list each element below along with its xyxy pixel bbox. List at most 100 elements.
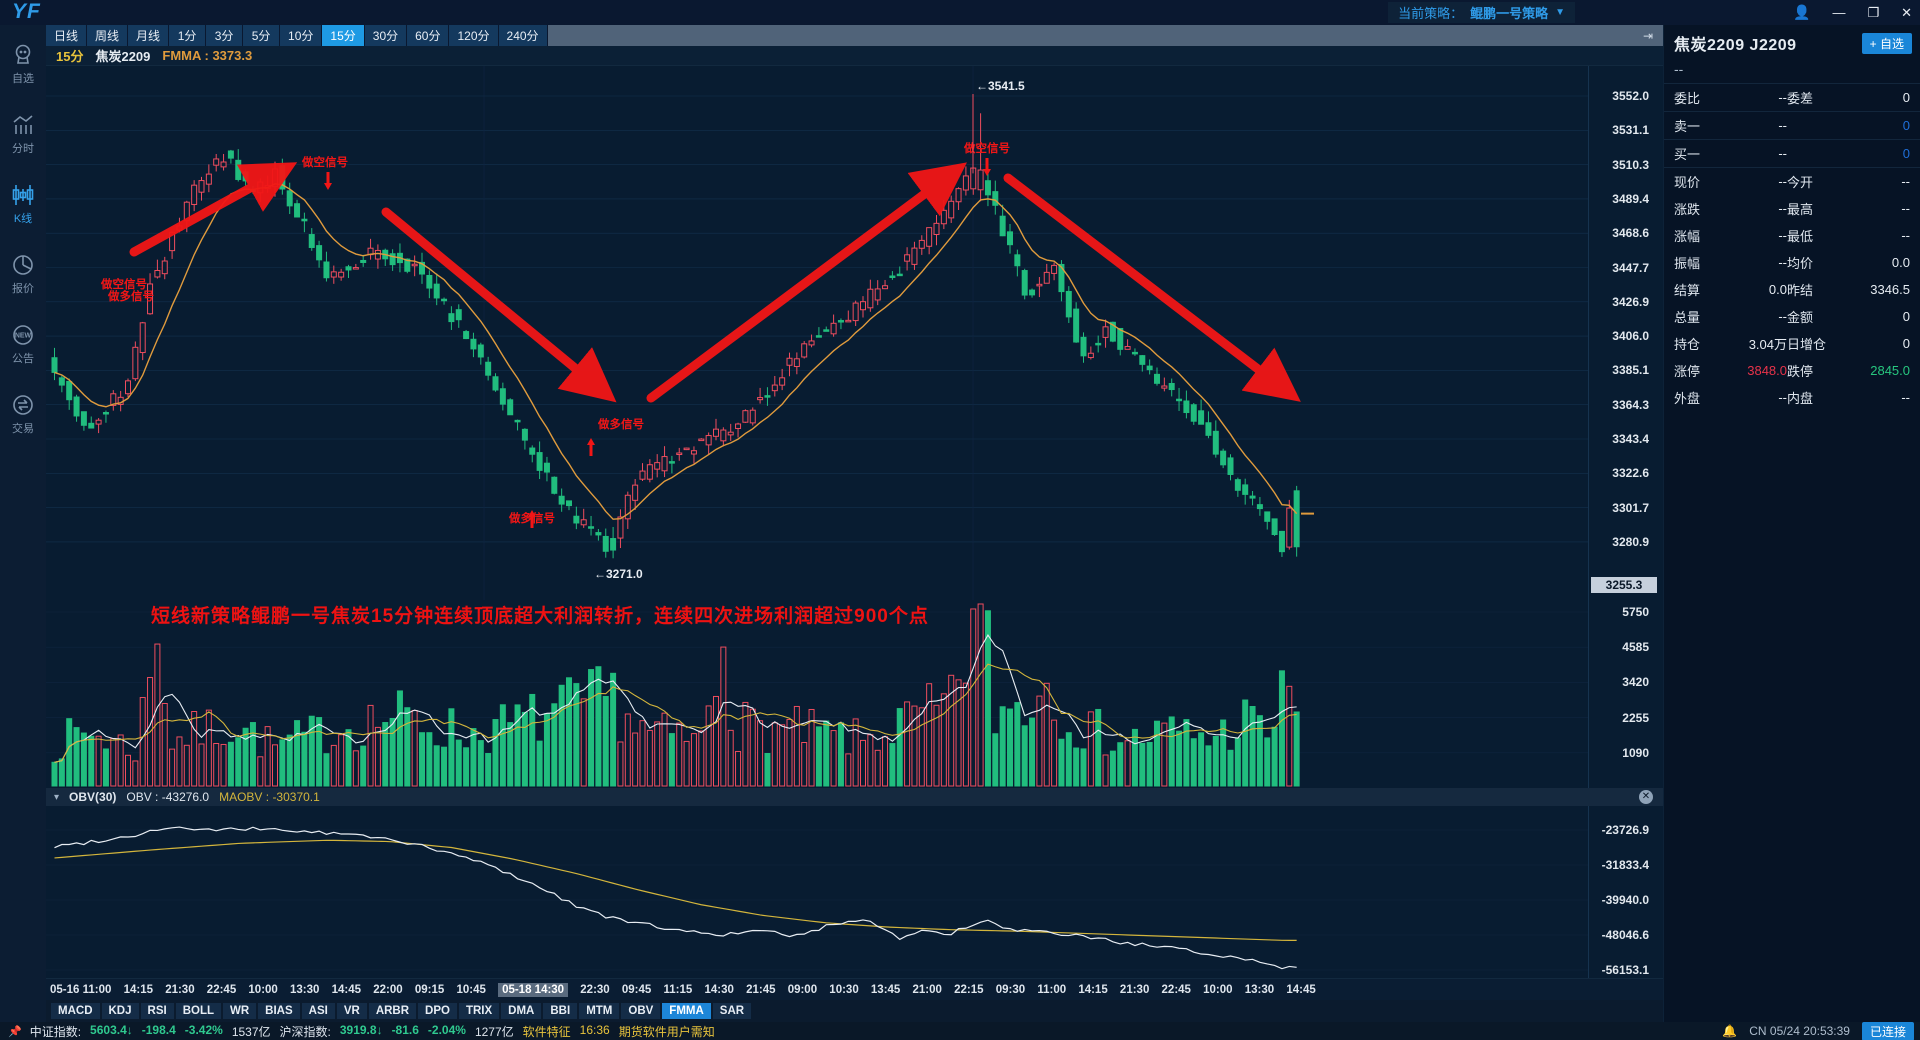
- price-axis-label: 3489.4: [1612, 191, 1649, 206]
- sidebar-item-公告[interactable]: NEW 公告: [0, 313, 46, 375]
- restore-button[interactable]: ❐: [1867, 4, 1880, 20]
- indicator-tab-ARBR[interactable]: ARBR: [368, 1003, 417, 1019]
- sidebar-item-K线[interactable]: K线: [0, 173, 46, 235]
- indicator-tab-FMMA[interactable]: FMMA: [662, 1003, 711, 1019]
- collapse-caret-icon[interactable]: ▾: [54, 791, 60, 803]
- sidebar-item-分时[interactable]: 分时: [0, 103, 46, 165]
- left-sidebar: 自选分时 K线报价 NEW 公告交易: [0, 25, 46, 1022]
- indicator-tab-MACD[interactable]: MACD: [51, 1003, 100, 1019]
- pin-icon[interactable]: 📌: [8, 1025, 22, 1038]
- time-axis: 05-16 11:00 14:15 21:30 22:45 10:00 13:30 14:4…: [46, 978, 1663, 1000]
- period-button-30分[interactable]: 30分: [364, 25, 407, 46]
- price-pane[interactable]: 做空信号做空信号做多信号做多信号做多信号做空信号←3541.5←3271.0 3…: [46, 66, 1663, 600]
- time-label: 14:45: [1286, 984, 1316, 996]
- volume-axis-label: 3420: [1622, 675, 1649, 690]
- period-button-周线[interactable]: 周线: [87, 25, 128, 46]
- quote-row: 总量 -- 金额 0: [1664, 303, 1920, 330]
- quote-value: --: [1778, 255, 1787, 270]
- candlestick-chart[interactable]: 做空信号做空信号做多信号做多信号做多信号做空信号←3541.5←3271.0: [46, 66, 1588, 600]
- time-label: 22:45: [206, 984, 237, 996]
- period-button-日线[interactable]: 日线: [46, 25, 87, 46]
- status-segment: 1277亿: [474, 1024, 514, 1039]
- period-button-月线[interactable]: 月线: [128, 25, 169, 46]
- connection-status-badge[interactable]: 已连接: [1861, 1021, 1914, 1040]
- close-indicator-icon[interactable]: ✕: [1639, 790, 1653, 804]
- period-button-5分[interactable]: 5分: [243, 25, 280, 46]
- price-axis-label: 3531.1: [1612, 123, 1649, 138]
- obv-chart[interactable]: [46, 806, 1588, 978]
- sidebar-item-label: 报价: [12, 282, 34, 295]
- obv-axis-label: -56153.1: [1601, 963, 1649, 977]
- quote-label: 持仓: [1674, 337, 1701, 352]
- svg-text:NEW: NEW: [15, 332, 32, 339]
- volume-axis-label: 2255: [1622, 710, 1649, 725]
- indicator-tab-SAR[interactable]: SAR: [712, 1003, 752, 1019]
- quote-value: 3848.0: [1747, 363, 1787, 378]
- app-logo: YF: [12, 0, 41, 23]
- indicator-tab-OBV[interactable]: OBV: [621, 1003, 661, 1019]
- close-button[interactable]: ✕: [1901, 4, 1912, 20]
- quote-label: 涨幅: [1674, 229, 1701, 244]
- period-button-120分[interactable]: 120分: [449, 25, 498, 46]
- indicator-tab-ASI[interactable]: ASI: [301, 1003, 335, 1019]
- time-label: 09:15: [414, 984, 445, 996]
- quote-value: 0: [1902, 90, 1910, 105]
- period-button-240分[interactable]: 240分: [498, 25, 547, 46]
- quote-value: 3346.5: [1870, 282, 1910, 297]
- indicator-tab-DPO[interactable]: DPO: [418, 1003, 457, 1019]
- volume-axis-label: 5750: [1622, 605, 1649, 619]
- period-button-60分[interactable]: 60分: [407, 25, 449, 46]
- collapse-panel-icon[interactable]: ⇥: [1642, 28, 1653, 43]
- swap-trade-icon: [11, 393, 35, 417]
- quote-label: 今开: [1787, 175, 1814, 190]
- strategy-selector[interactable]: 当前策略： 鲲鹏一号策略 ▼: [1388, 2, 1575, 23]
- time-label: 10:45: [456, 984, 486, 996]
- status-segment: -198.4: [141, 1022, 176, 1037]
- obv-indicator-header: ▾ OBV(30) OBV : -43276.0 MAOBV : -30370.…: [46, 788, 1663, 806]
- maobv-value-label: MAOBV : -30370.1: [219, 790, 320, 804]
- indicator-tab-MTM[interactable]: MTM: [579, 1003, 620, 1019]
- quote-value: --: [1778, 228, 1787, 243]
- current-price-tag: 3255.3: [1591, 577, 1657, 593]
- period-button-3分[interactable]: 3分: [206, 25, 243, 46]
- bell-icon[interactable]: 🔔: [1722, 1024, 1738, 1038]
- indicator-tab-BOLL[interactable]: BOLL: [175, 1003, 221, 1019]
- quote-label: 均价: [1787, 256, 1814, 271]
- indicator-tab-RSI[interactable]: RSI: [140, 1003, 174, 1019]
- status-clock: CN 05/24 20:53:39: [1749, 1024, 1850, 1038]
- status-segment: 16:36: [579, 1022, 610, 1037]
- sidebar-item-报价[interactable]: 报价: [0, 243, 46, 305]
- volume-chart[interactable]: [46, 600, 1588, 788]
- period-button-10分[interactable]: 10分: [280, 25, 322, 46]
- quote-row: 涨幅 -- 最低 --: [1664, 222, 1920, 249]
- quote-value: 0: [1902, 146, 1910, 161]
- user-icon[interactable]: 👤: [1793, 4, 1811, 20]
- obv-pane[interactable]: -23726.9 -31833.4 -39940.0 -48046.6 -56153.1: [46, 806, 1663, 978]
- sidebar-item-交易[interactable]: 交易: [0, 383, 46, 445]
- sidebar-item-自选[interactable]: 自选: [0, 33, 46, 95]
- indicator-tab-VR[interactable]: VR: [336, 1003, 367, 1019]
- quote-value: 3.04万: [1748, 337, 1787, 352]
- indicator-tab-BBI[interactable]: BBI: [543, 1003, 578, 1019]
- svg-text:做空信号: 做空信号: [963, 141, 1010, 155]
- svg-text:做多信号: 做多信号: [597, 417, 644, 431]
- indicator-tab-KDJ[interactable]: KDJ: [101, 1003, 139, 1019]
- period-button-1分[interactable]: 1分: [169, 25, 206, 46]
- indicator-tab-DMA[interactable]: DMA: [501, 1003, 542, 1019]
- quote-label: 卖一: [1674, 119, 1701, 134]
- indicator-tab-WR[interactable]: WR: [223, 1003, 257, 1019]
- price-axis-label: 3280.9: [1612, 534, 1649, 549]
- volume-axis-label: 4585: [1622, 640, 1649, 655]
- quote-row: 卖一 -- 0: [1664, 112, 1920, 140]
- volume-pane[interactable]: 短线新策略鲲鹏一号焦炭15分钟连续顶底超大利润转折，连续四次进场利润超过900个…: [46, 600, 1663, 788]
- minimize-button[interactable]: —: [1832, 5, 1846, 20]
- indicator-tab-TRIX[interactable]: TRIX: [458, 1003, 500, 1019]
- intraday-chart-icon: [11, 113, 35, 137]
- high-price-tag: ←3541.5: [976, 79, 1025, 93]
- indicator-tab-BIAS[interactable]: BIAS: [258, 1003, 300, 1019]
- period-button-15分[interactable]: 15分: [322, 25, 364, 46]
- time-label: 22:30: [580, 984, 610, 996]
- quote-value: --: [1778, 118, 1787, 133]
- add-watchlist-button[interactable]: + 自选: [1861, 32, 1912, 54]
- quote-symbol-title: 焦炭2209 J2209: [1674, 37, 1797, 54]
